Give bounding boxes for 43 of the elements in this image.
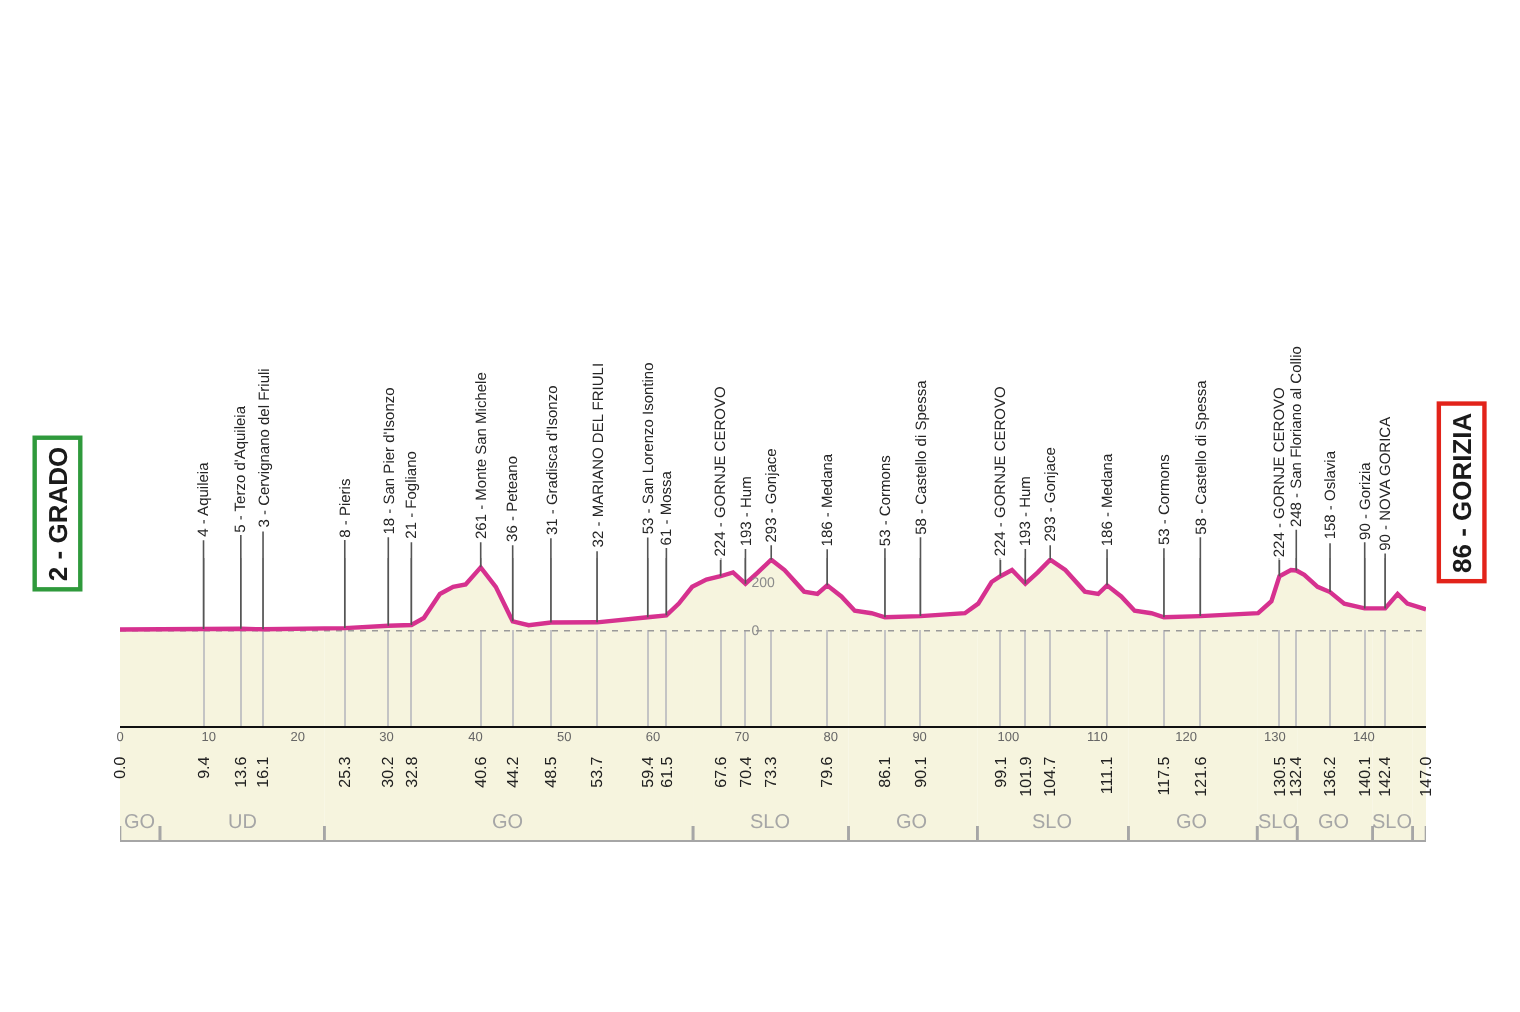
x-tick-label: 16.1 <box>254 755 273 788</box>
x-tick-label: 132.4 <box>1287 755 1306 797</box>
x-tick-label: 86.1 <box>876 755 895 788</box>
x-tick-label: 117.5 <box>1155 755 1174 796</box>
x-tick-label: 9.4 <box>194 755 213 779</box>
x-tick-label: 40.6 <box>471 755 490 788</box>
band-label: GO <box>1176 812 1208 834</box>
band-label: GO <box>896 812 928 834</box>
x-tick-label: 101.9 <box>1016 755 1035 797</box>
band-label: GO <box>124 812 156 834</box>
x-tick-label: 90.1 <box>911 755 930 788</box>
x-tick-label: 44.2 <box>503 755 522 788</box>
x-tick-label: 140.1 <box>1355 755 1374 797</box>
x-tick-label: 13.6 <box>232 755 251 788</box>
x-tick-label: 0.0 <box>111 755 130 779</box>
x-tick-label: 142.4 <box>1376 755 1395 797</box>
x-tick-label: 48.5 <box>542 755 561 788</box>
x-tick-label: 104.7 <box>1041 755 1060 797</box>
annotation: 86 - GORIZIA <box>1447 411 1478 573</box>
band-label: SLO <box>750 812 791 834</box>
x-tick-label: 53.7 <box>588 755 607 788</box>
band-label: SLO <box>1258 812 1299 834</box>
band-label: SLO <box>1032 812 1073 834</box>
x-tick-label: 25.3 <box>335 755 354 788</box>
x-tick-label: 32.8 <box>402 755 421 788</box>
x-tick-label: 73.3 <box>762 755 781 788</box>
band-label: SLO <box>1372 812 1413 834</box>
x-tick-label: 59.4 <box>638 755 657 788</box>
band-label: GO <box>1318 812 1350 834</box>
x-tick-label: 70.4 <box>736 755 755 788</box>
x-tick-label: 130.5 <box>1270 755 1289 797</box>
band-label: GO <box>492 812 524 834</box>
annotation: 2 - GRADO <box>42 446 73 582</box>
x-tick-label: 121.6 <box>1191 755 1210 797</box>
x-tick-label: 79.6 <box>818 755 837 788</box>
band-label: UD <box>228 812 257 834</box>
x-tick-label: 136.2 <box>1321 755 1340 797</box>
x-tick-label: 61.5 <box>657 755 676 788</box>
x-tick-label: 147.0 <box>1417 755 1436 797</box>
x-tick-label: 99.1 <box>991 755 1010 788</box>
x-tick-label: 67.6 <box>711 755 730 788</box>
x-tick-label: 30.2 <box>379 755 398 788</box>
x-tick-label: 111.1 <box>1098 755 1117 795</box>
